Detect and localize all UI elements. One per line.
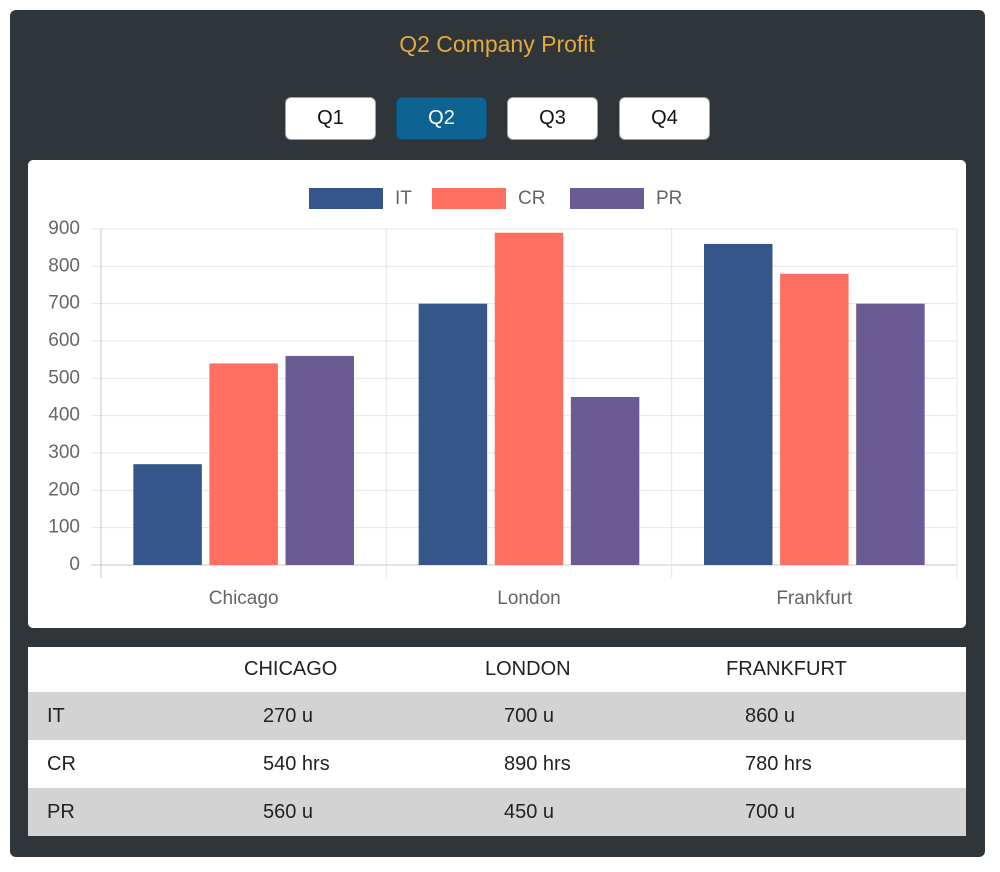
x-tick-label: Frankfurt <box>776 588 853 609</box>
table-cell: 450 u <box>504 800 555 823</box>
bar <box>780 273 849 565</box>
quarter-tab[interactable]: Q2 <box>396 97 487 140</box>
table-row: PR 560 u 450 u 700 u <box>28 788 966 836</box>
table-cell: 780 hrs <box>745 752 812 775</box>
bar <box>209 363 278 565</box>
table-cell: 560 u <box>263 800 314 823</box>
table-row: CR 540 hrs 890 hrs 780 hrs <box>28 740 966 788</box>
row-label: PR <box>47 800 75 823</box>
table-corner <box>28 647 226 692</box>
table-column-header: LONDON <box>467 647 708 692</box>
y-tick-label: 500 <box>48 367 80 388</box>
table-body: IT 270 u 700 u 860 u CR 540 hrs 890 hrs 780 hrs… <box>28 692 966 836</box>
x-tick-label: Chicago <box>209 588 279 609</box>
row-label: CR <box>47 752 76 775</box>
y-tick-label: 800 <box>48 255 80 276</box>
y-tick-label: 900 <box>48 218 80 239</box>
y-tick-label: 400 <box>48 405 80 426</box>
legend-swatch <box>309 188 383 209</box>
table-cell: 540 hrs <box>263 752 330 775</box>
row-label: IT <box>47 704 65 727</box>
y-tick-label: 0 <box>69 554 80 575</box>
table-row: IT 270 u 700 u 860 u <box>28 692 966 740</box>
quarter-tab[interactable]: Q1 <box>285 97 376 140</box>
legend-label: IT <box>395 188 412 209</box>
chart-card: 0 100 200 300 400 500 600 700 800 900 IT CR PR Chicag… <box>28 160 966 628</box>
page-title: Q2 Company Profit <box>399 31 595 57</box>
table-column-header: FRANKFURT <box>708 647 966 692</box>
legend-swatch <box>570 188 644 209</box>
quarter-tab[interactable]: Q3 <box>507 97 598 140</box>
table-cell: 890 hrs <box>504 752 571 775</box>
legend-swatch <box>432 188 506 209</box>
table-cell: 860 u <box>745 704 796 727</box>
bar <box>570 397 640 565</box>
bar <box>856 303 925 565</box>
bar <box>285 355 354 565</box>
chart: 0 100 200 300 400 500 600 700 800 900 IT CR PR Chicag… <box>48 188 958 609</box>
table-column-header: CHICAGO <box>226 647 467 692</box>
legend-label: CR <box>518 188 545 209</box>
y-tick-label: 100 <box>48 517 80 538</box>
y-tick-label: 300 <box>48 442 80 463</box>
y-tick-label: 700 <box>48 293 80 314</box>
table-cell: 700 u <box>745 800 796 823</box>
y-tick-label: 200 <box>48 479 80 500</box>
bar <box>418 303 488 565</box>
legend-label: PR <box>656 188 682 209</box>
table-header-row: CHICAGO LONDON FRANKFURT <box>28 647 966 692</box>
data-table: CHICAGO LONDON FRANKFURT IT 270 u 700 u 860 u… <box>28 647 966 836</box>
bar <box>704 243 773 565</box>
bar <box>133 464 202 565</box>
x-tick-label: London <box>497 588 560 609</box>
quarter-tab[interactable]: Q4 <box>619 97 710 140</box>
table-cell: 700 u <box>504 704 555 727</box>
bar <box>494 232 564 565</box>
table-cell: 270 u <box>263 704 314 727</box>
y-tick-label: 600 <box>48 330 80 351</box>
